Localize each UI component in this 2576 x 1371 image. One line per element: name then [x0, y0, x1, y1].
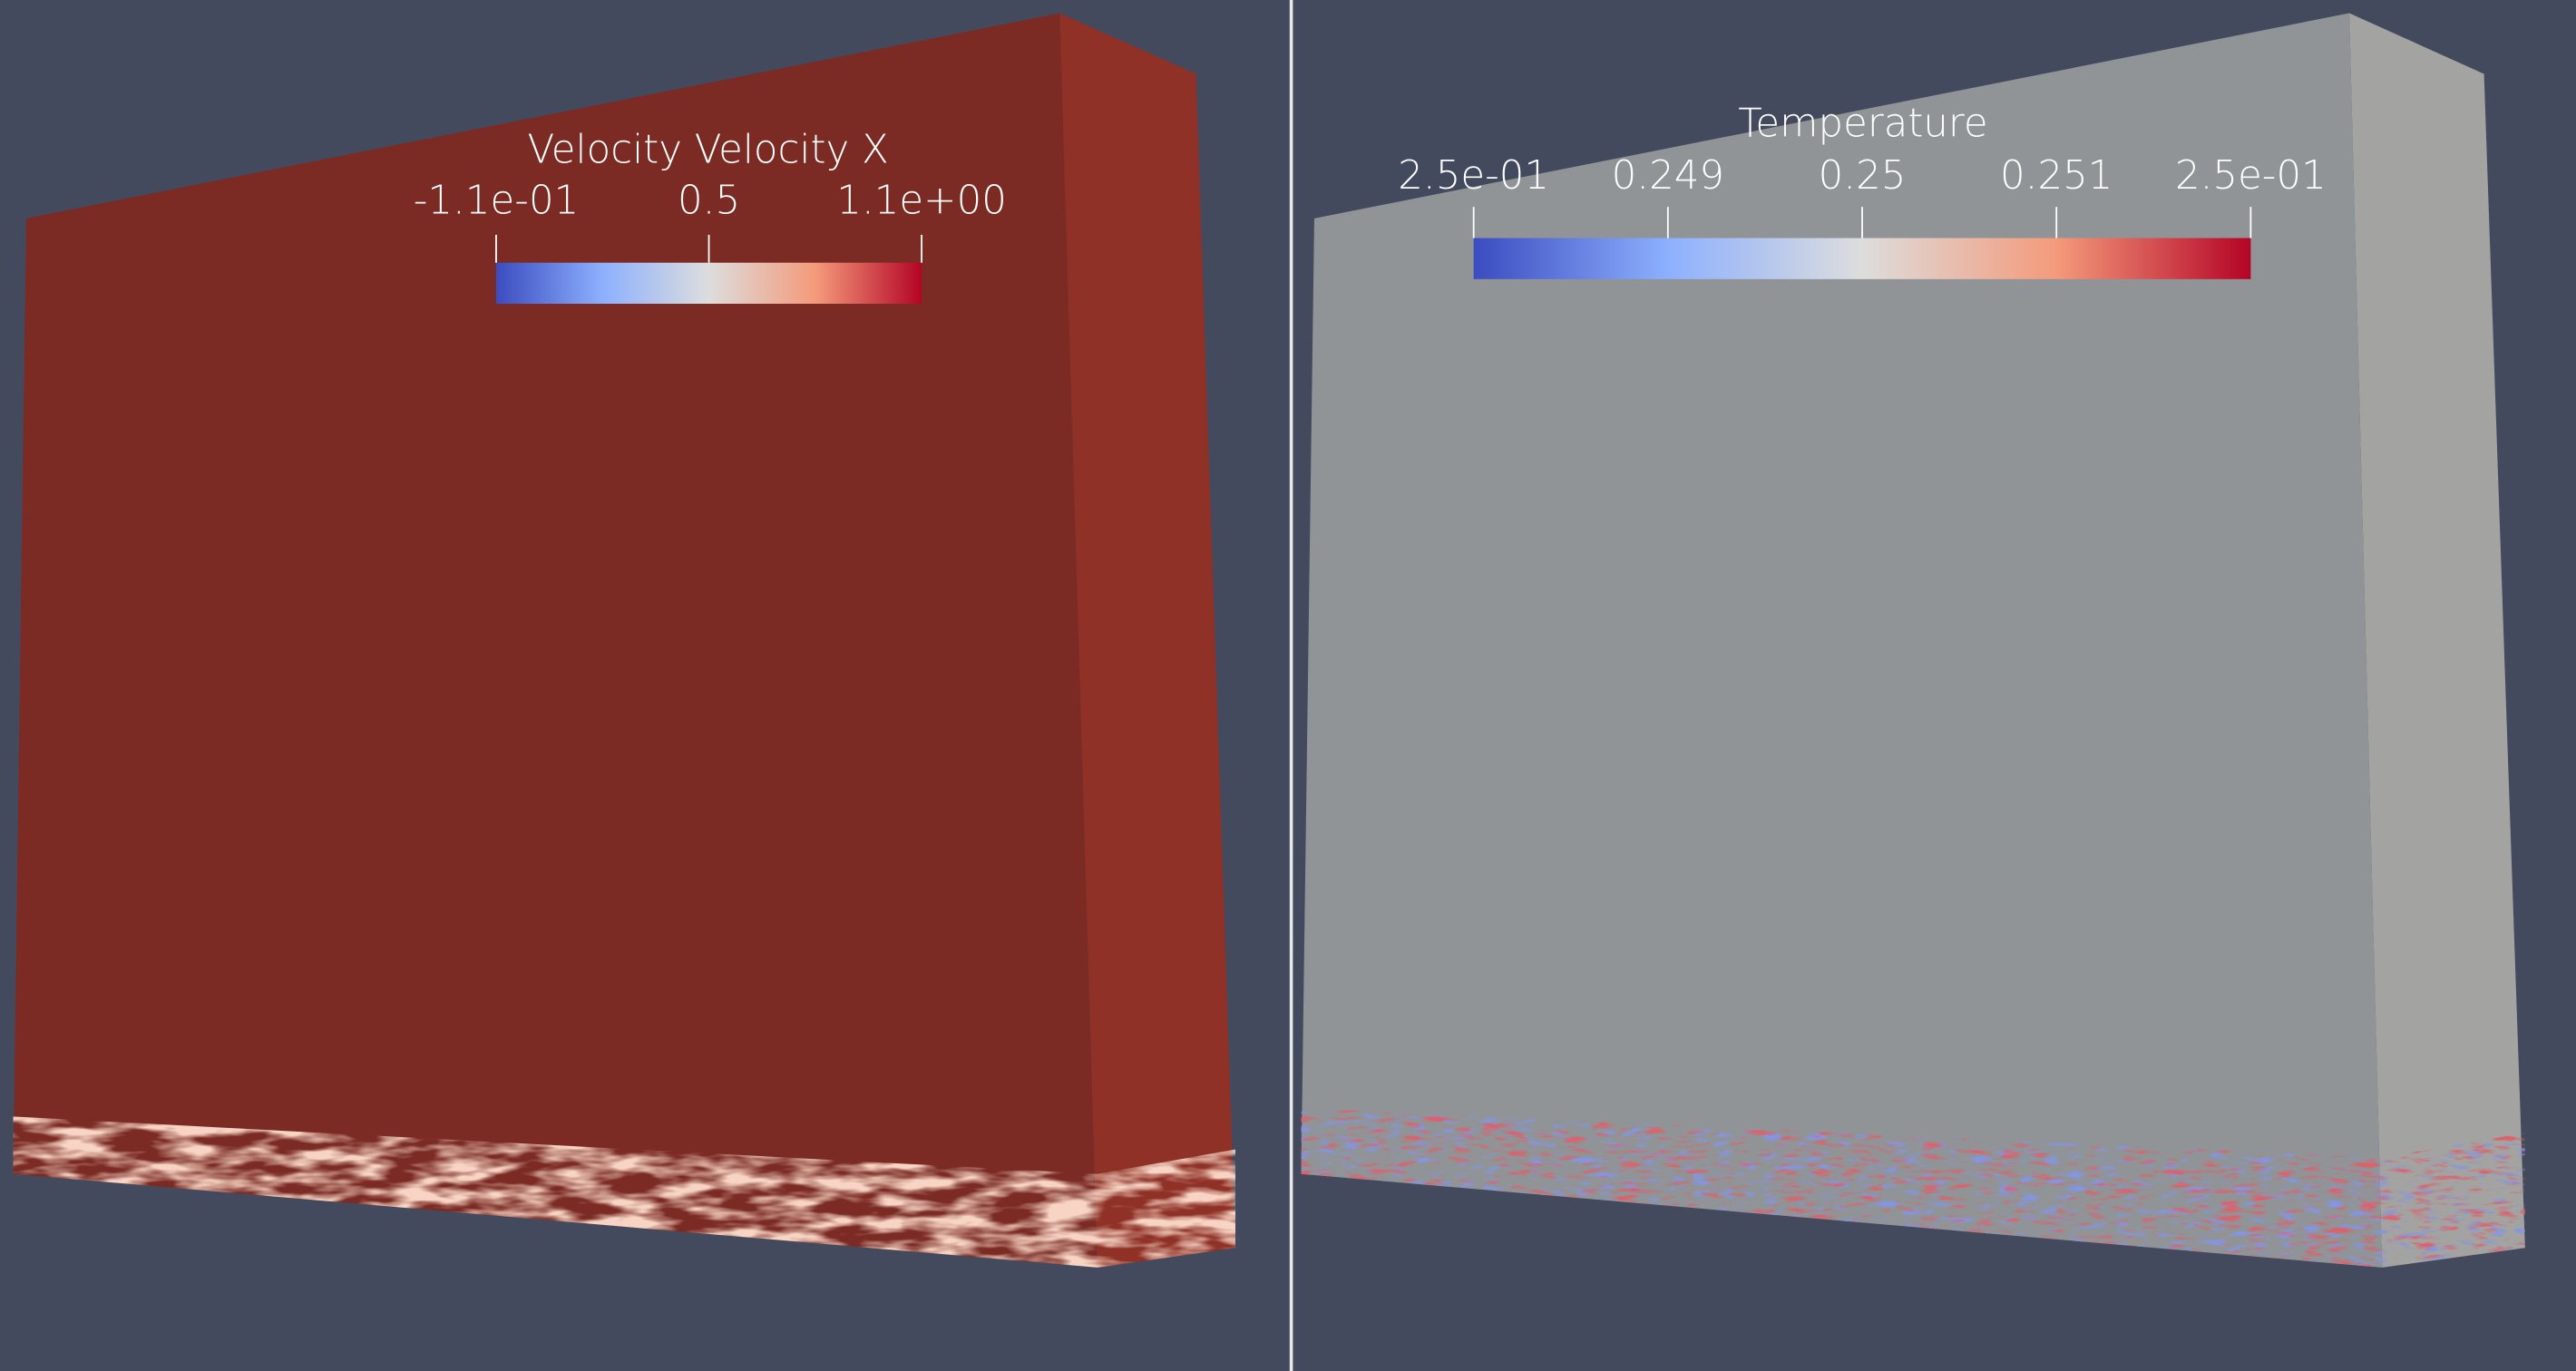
color-bar-tick-label: 0.251 [2000, 153, 2113, 199]
box-front-face [13, 13, 1098, 1268]
color-legend-title: Velocity Velocity X [527, 127, 888, 172]
color-bar-tick-label: 1.1e+00 [836, 178, 1007, 223]
view-divider [1289, 0, 1293, 1371]
box-side-face [2349, 13, 2525, 1268]
color-bar [495, 262, 922, 304]
color-bar-tick-label: 2.5e-01 [2175, 153, 2327, 199]
color-legend: Temperature 2.5e-01 0.249 0.25 0.251 2.5e-01 [1398, 101, 2327, 279]
box-front-face [1301, 13, 2383, 1268]
color-bar-tick-label: 0.5 [678, 178, 740, 223]
color-bar-tick-label: 0.249 [1612, 153, 1724, 199]
color-bar [1473, 238, 2251, 279]
color-legend: Velocity Velocity X -1.1e-01 0.5 1.1e+00 [414, 127, 1007, 304]
color-bar-tick-label: -1.1e-01 [414, 178, 580, 223]
color-bar-tick-label: 2.5e-01 [1398, 153, 1549, 199]
color-bar-tick-label: 0.25 [1819, 153, 1907, 199]
box-side-face [1059, 13, 1236, 1268]
color-legend-title: Temperature [1738, 101, 1987, 146]
